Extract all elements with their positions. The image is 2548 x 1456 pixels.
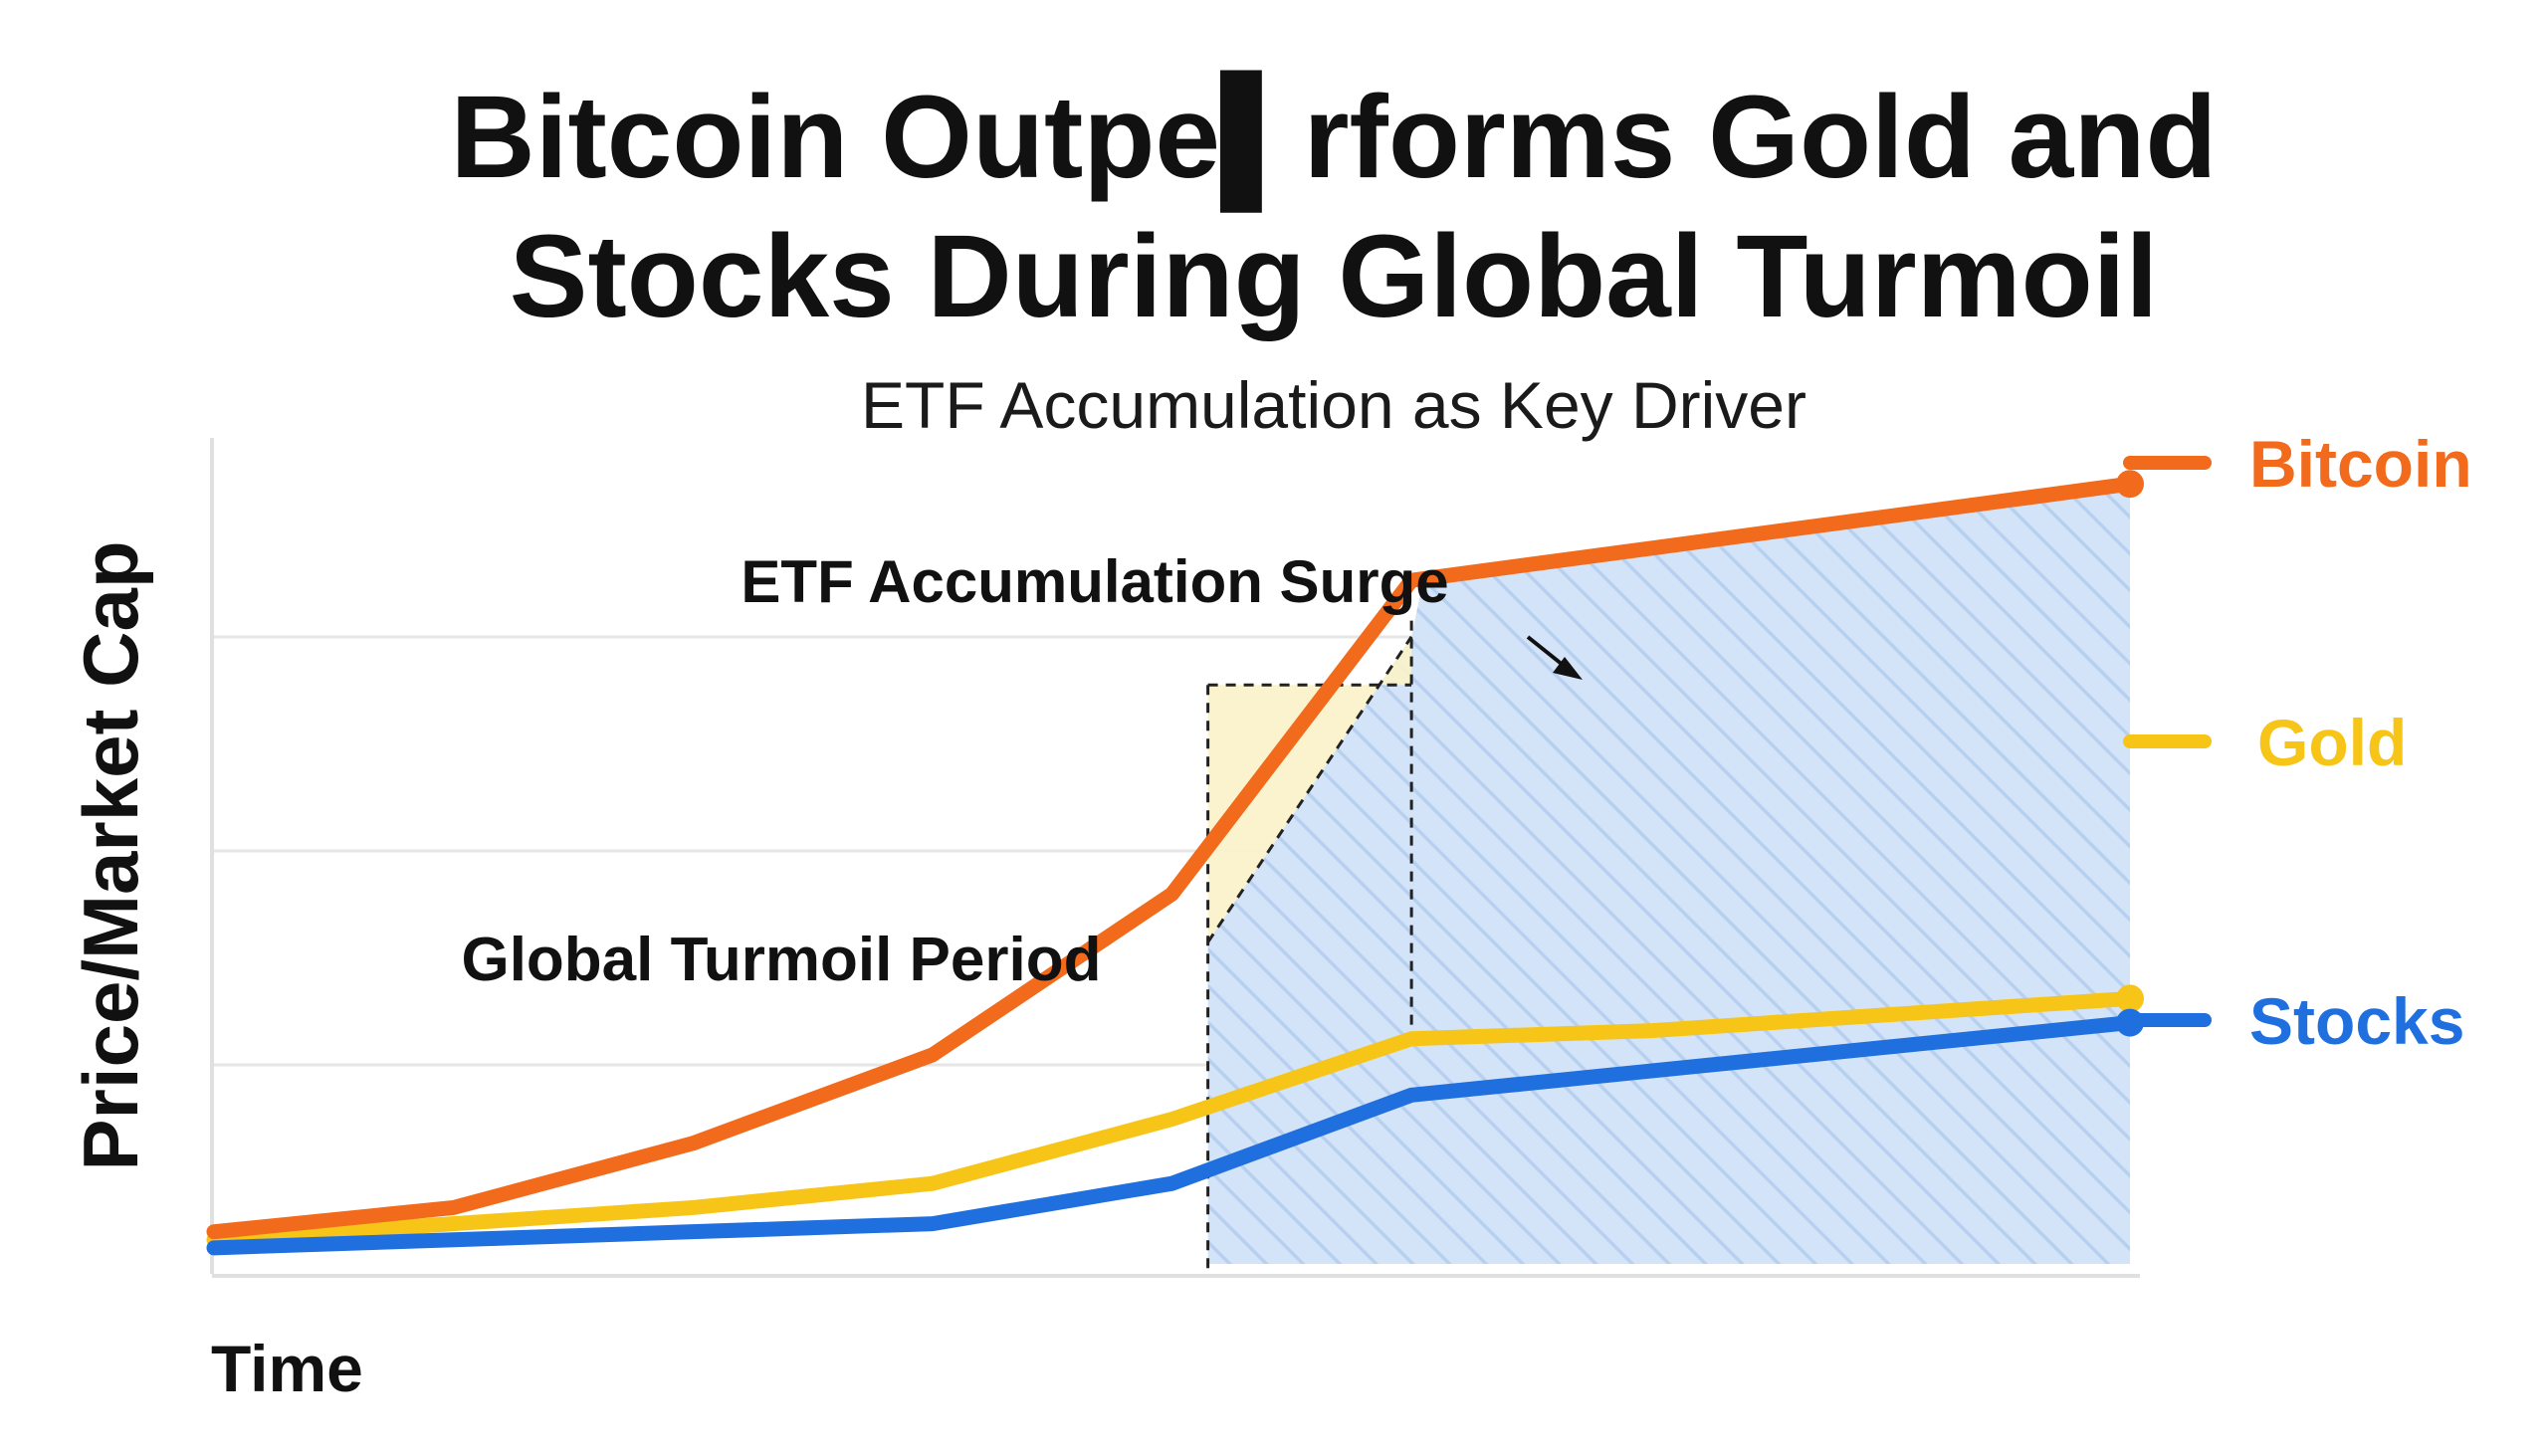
legend-label-stocks: Stocks — [2249, 984, 2464, 1058]
annotation-etf-surge: ETF Accumulation Surge — [741, 548, 1448, 615]
series-layer — [206, 470, 2144, 1256]
turmoil-region — [1207, 484, 2130, 1264]
legend-label-gold: Gold — [2257, 706, 2407, 779]
series-endpoint-gold — [2116, 984, 2144, 1013]
series-endpoint-bitcoin — [2116, 470, 2144, 499]
annotation-arrow-line — [1526, 635, 1565, 667]
x-axis-label: Time — [211, 1332, 363, 1405]
legend-label-bitcoin: Bitcoin — [2249, 427, 2472, 501]
y-axis-label: Price/Market Cap — [67, 541, 154, 1171]
series-line-gold — [206, 990, 2138, 1248]
chart-title-line-2: Stocks During Global Turmoil — [510, 211, 2159, 342]
annotation-global-turmoil: Global Turmoil Period — [461, 926, 1101, 994]
legend: Bitcoin Gold Stocks — [2123, 427, 2472, 1058]
annotation-arrow-head — [1553, 657, 1583, 680]
chart-title-line-1: Bitcoin Outpe▌rforms Gold and — [451, 70, 2218, 213]
series-line-stocks — [206, 1015, 2138, 1256]
series-line-bitcoin — [206, 476, 2138, 1240]
etf-slope-marker — [1206, 635, 1413, 943]
chart-subtitle: ETF Accumulation as Key Driver — [861, 368, 1806, 442]
